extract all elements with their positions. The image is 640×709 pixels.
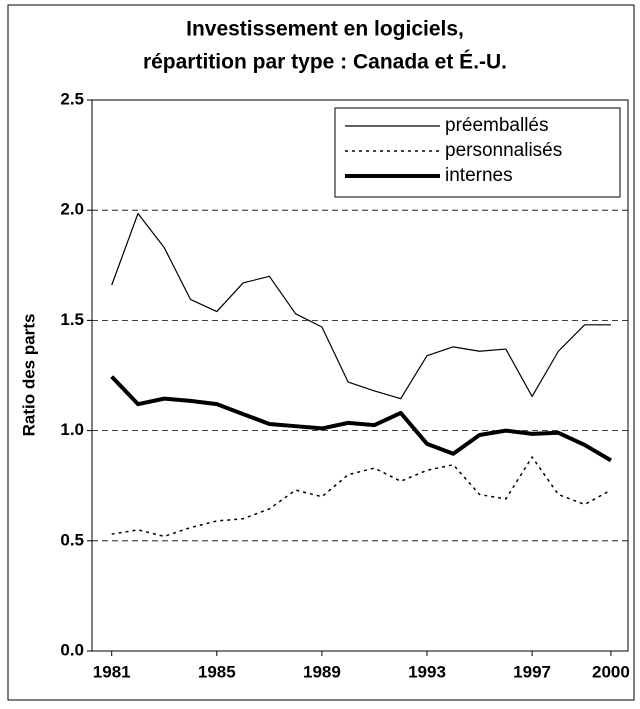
legend-label: préemballés (445, 115, 549, 136)
legend-box (334, 107, 621, 198)
y-axis-label: Ratio des parts (19, 314, 38, 437)
legend-label: internes (445, 165, 513, 186)
y-tick-label: 0.5 (60, 530, 84, 549)
chart-title: Investissement en logiciels, (186, 18, 464, 41)
series-line (111, 212, 611, 400)
chart-title: répartition par type : Canada et É.-U. (143, 51, 507, 74)
x-tick-label: 1989 (303, 662, 341, 681)
legend-label: personnalisés (445, 140, 562, 161)
x-tick-label: 1985 (198, 662, 236, 681)
y-tick-label: 2.0 (60, 200, 84, 219)
x-tick-label: 2000 (592, 662, 630, 681)
series-line (111, 456, 612, 538)
x-tick-label: 1981 (93, 662, 131, 681)
y-tick-label: 1.5 (60, 310, 84, 329)
x-tick-label: 1997 (513, 662, 551, 681)
x-tick-label: 1993 (408, 662, 446, 681)
series-line (110, 375, 612, 463)
y-tick-label: 0.0 (60, 640, 84, 659)
y-tick-label: 2.5 (60, 89, 84, 108)
y-tick-label: 1.0 (60, 420, 84, 439)
